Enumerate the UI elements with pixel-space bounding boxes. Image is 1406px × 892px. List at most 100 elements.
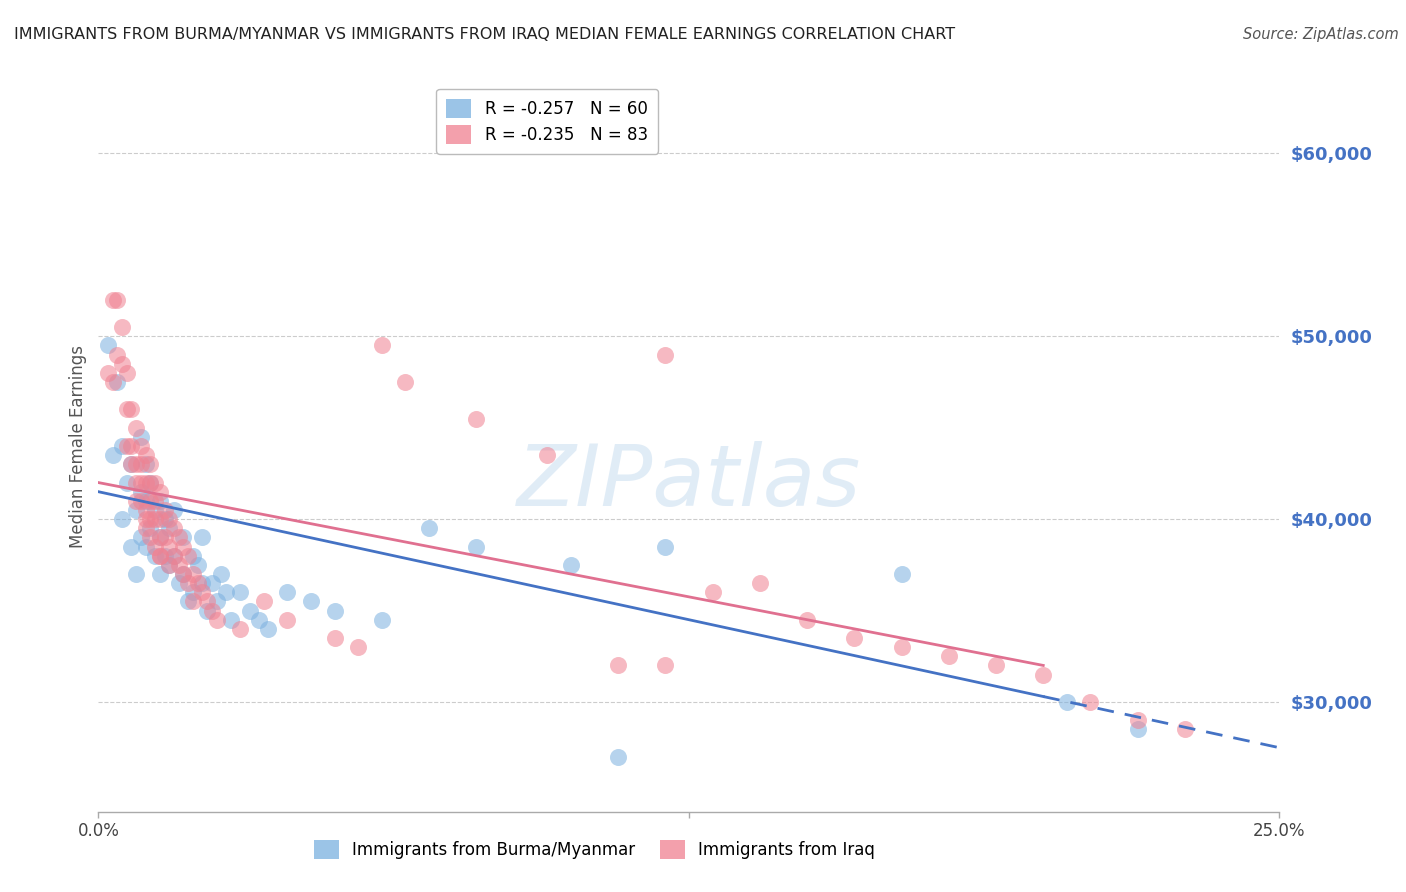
Point [153, 530, 176, 544]
Point [143, 475, 166, 490]
Point [115, 366, 138, 380]
Point [115, 475, 138, 490]
Point [149, 567, 172, 582]
Point [149, 530, 172, 544]
Point [177, 576, 200, 591]
Point [129, 475, 152, 490]
Point [105, 293, 128, 307]
Point [143, 512, 166, 526]
Point [844, 631, 866, 645]
Point [125, 475, 148, 490]
Point [139, 475, 162, 490]
Point [205, 613, 228, 627]
Point [702, 585, 724, 599]
Point [938, 649, 960, 664]
Point [121, 457, 143, 471]
Point [153, 503, 176, 517]
Point [139, 493, 162, 508]
Y-axis label: Median Female Earnings: Median Female Earnings [69, 344, 87, 548]
Point [796, 613, 818, 627]
Point [172, 567, 194, 582]
Point [157, 540, 180, 554]
Point [276, 613, 298, 627]
Point [163, 549, 186, 563]
Point [299, 594, 322, 608]
Point [229, 585, 252, 599]
Point [201, 603, 224, 617]
Point [163, 549, 186, 563]
Point [101, 375, 124, 389]
Point [984, 658, 1007, 673]
Point [149, 493, 172, 508]
Point [149, 530, 172, 544]
Point [105, 375, 128, 389]
Point [139, 521, 162, 535]
Point [135, 512, 157, 526]
Point [607, 658, 630, 673]
Point [181, 549, 204, 563]
Point [101, 293, 124, 307]
Point [748, 576, 770, 591]
Point [125, 457, 148, 471]
Point [139, 475, 162, 490]
Point [394, 375, 416, 389]
Point [323, 631, 346, 645]
Point [139, 457, 162, 471]
Point [1080, 695, 1102, 709]
Point [129, 530, 152, 544]
Point [172, 567, 194, 582]
Point [1174, 723, 1197, 737]
Point [465, 411, 488, 425]
Point [1126, 714, 1149, 728]
Point [157, 512, 180, 526]
Point [125, 567, 148, 582]
Point [111, 357, 134, 371]
Point [181, 585, 204, 599]
Point [135, 521, 157, 535]
Text: IMMIGRANTS FROM BURMA/MYANMAR VS IMMIGRANTS FROM IRAQ MEDIAN FEMALE EARNINGS COR: IMMIGRANTS FROM BURMA/MYANMAR VS IMMIGRA… [14, 27, 955, 42]
Point [195, 594, 218, 608]
Point [167, 576, 190, 591]
Point [1126, 723, 1149, 737]
Point [97, 366, 120, 380]
Point [149, 512, 172, 526]
Point [187, 558, 209, 572]
Point [135, 493, 157, 508]
Point [890, 640, 912, 655]
Point [371, 613, 394, 627]
Point [163, 503, 186, 517]
Point [143, 493, 166, 508]
Point [172, 540, 194, 554]
Point [157, 558, 180, 572]
Point [205, 594, 228, 608]
Point [149, 484, 172, 499]
Point [215, 585, 238, 599]
Point [149, 549, 172, 563]
Point [143, 540, 166, 554]
Point [135, 475, 157, 490]
Point [1056, 695, 1078, 709]
Point [129, 484, 152, 499]
Point [209, 567, 232, 582]
Point [654, 540, 676, 554]
Point [181, 594, 204, 608]
Point [229, 622, 252, 636]
Point [111, 439, 134, 453]
Point [135, 448, 157, 462]
Point [139, 530, 162, 544]
Point [149, 549, 172, 563]
Point [257, 622, 280, 636]
Text: Source: ZipAtlas.com: Source: ZipAtlas.com [1243, 27, 1399, 42]
Point [560, 558, 582, 572]
Point [177, 594, 200, 608]
Point [121, 439, 143, 453]
Point [276, 585, 298, 599]
Point [135, 503, 157, 517]
Point [143, 549, 166, 563]
Point [163, 521, 186, 535]
Point [153, 512, 176, 526]
Point [607, 749, 630, 764]
Point [187, 576, 209, 591]
Point [654, 347, 676, 362]
Point [135, 457, 157, 471]
